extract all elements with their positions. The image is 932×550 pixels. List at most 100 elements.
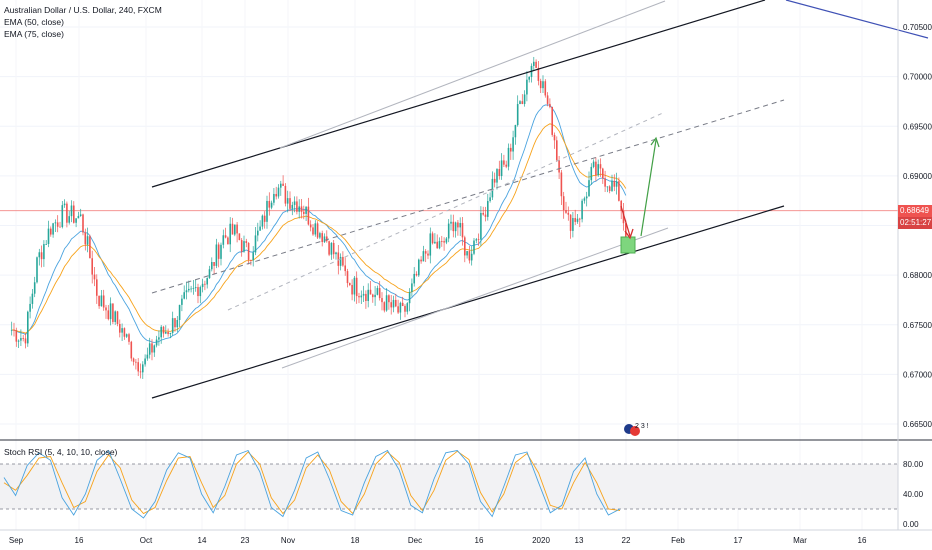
ema75-legend[interactable]: EMA (75, close) [4, 29, 64, 39]
candle [365, 293, 367, 302]
candle [567, 212, 570, 215]
symbol-title[interactable]: Australian Dollar / U.S. Dollar, 240, FX… [4, 5, 162, 15]
candle [107, 310, 110, 320]
lower-channel-line[interactable] [151, 205, 785, 399]
candle [291, 204, 294, 209]
candle [194, 287, 197, 289]
candle [562, 196, 565, 211]
candle [105, 307, 107, 311]
candle [185, 290, 188, 293]
candle [289, 198, 291, 209]
candle [26, 311, 29, 344]
target-box[interactable] [620, 236, 636, 254]
candle [160, 326, 162, 338]
drawings-layer[interactable] [151, 0, 929, 399]
candle [399, 302, 402, 313]
candle [486, 201, 489, 217]
candle [491, 178, 494, 198]
candle [250, 259, 252, 261]
candle [86, 236, 89, 245]
candle [118, 323, 121, 333]
time-axis[interactable]: Sep 16 Oct 14 23 Nov 18 Dec 16 2020 13 22 Feb 17 Mar 16 [9, 536, 867, 545]
price-tick-label: 0.67500 [903, 321, 932, 330]
mid-channel-dashed-line[interactable] [151, 99, 785, 294]
candle [132, 358, 135, 362]
time-tick-label: Oct [140, 536, 153, 545]
upper-channel-line[interactable] [151, 0, 766, 188]
candle [537, 67, 540, 81]
stoch-legend[interactable]: Stoch RSI (5, 4, 10, 10, close) [4, 447, 118, 457]
candle [516, 104, 519, 126]
candle [519, 101, 521, 105]
candle [438, 241, 441, 249]
up-arrow-shaft[interactable] [640, 139, 657, 237]
candle [576, 218, 579, 222]
candle [585, 196, 588, 199]
candle [312, 227, 314, 235]
candle [263, 215, 266, 222]
candle [369, 289, 372, 295]
candle [447, 223, 450, 239]
candle [620, 200, 622, 211]
candle [89, 236, 91, 259]
candle [144, 358, 146, 365]
candle [22, 338, 24, 339]
blue-trend-line[interactable] [785, 0, 929, 39]
candle [47, 228, 50, 244]
candle [15, 330, 18, 342]
candle [84, 232, 87, 245]
candle [420, 259, 422, 262]
time-tick-label: Dec [408, 536, 422, 545]
candle [489, 197, 491, 202]
candle [611, 180, 613, 191]
candle [282, 183, 284, 186]
candle [66, 203, 68, 223]
stoch-band [0, 464, 898, 509]
candle [201, 283, 204, 288]
candle [574, 218, 576, 222]
candle [153, 345, 156, 353]
upper-guide-line[interactable] [279, 0, 666, 149]
down-arrow-shaft[interactable] [620, 205, 631, 237]
candle [24, 338, 27, 344]
candle [539, 80, 542, 89]
time-tick-label: 16 [475, 536, 484, 545]
candle [155, 339, 158, 346]
candle [63, 203, 66, 206]
candle [440, 241, 443, 242]
time-tick-label: Feb [671, 536, 685, 545]
candle [300, 206, 303, 212]
candle [618, 181, 620, 201]
candle [245, 241, 248, 243]
events-marker[interactable]: 2 3 ! [624, 423, 649, 436]
price-tick-label: 0.70000 [903, 73, 932, 82]
candle [360, 295, 363, 298]
candle [222, 235, 225, 245]
candle [178, 304, 181, 320]
candle [270, 202, 273, 208]
candle [217, 244, 220, 259]
time-tick-label: 22 [622, 536, 631, 545]
candle [514, 125, 517, 138]
candle [116, 311, 119, 324]
candle [351, 284, 353, 295]
candle [240, 240, 243, 252]
stoch-tick-label: 80.00 [903, 460, 924, 469]
stoch-axis[interactable]: 80.00 40.00 0.00 [903, 460, 924, 529]
candle [293, 201, 296, 205]
events-count: 2 3 ! [635, 423, 649, 430]
flag-icon-2 [630, 426, 640, 436]
ema50-legend[interactable]: EMA (50, close) [4, 17, 64, 27]
candle [247, 242, 250, 260]
candle [29, 303, 31, 312]
candle [473, 240, 475, 254]
candle [493, 178, 496, 183]
candle [482, 212, 484, 215]
candle [164, 331, 167, 334]
up-arrow-head [650, 136, 660, 148]
lower-guide-line[interactable] [281, 227, 669, 369]
candle [210, 262, 213, 270]
candle [128, 334, 130, 342]
candle [553, 134, 556, 141]
